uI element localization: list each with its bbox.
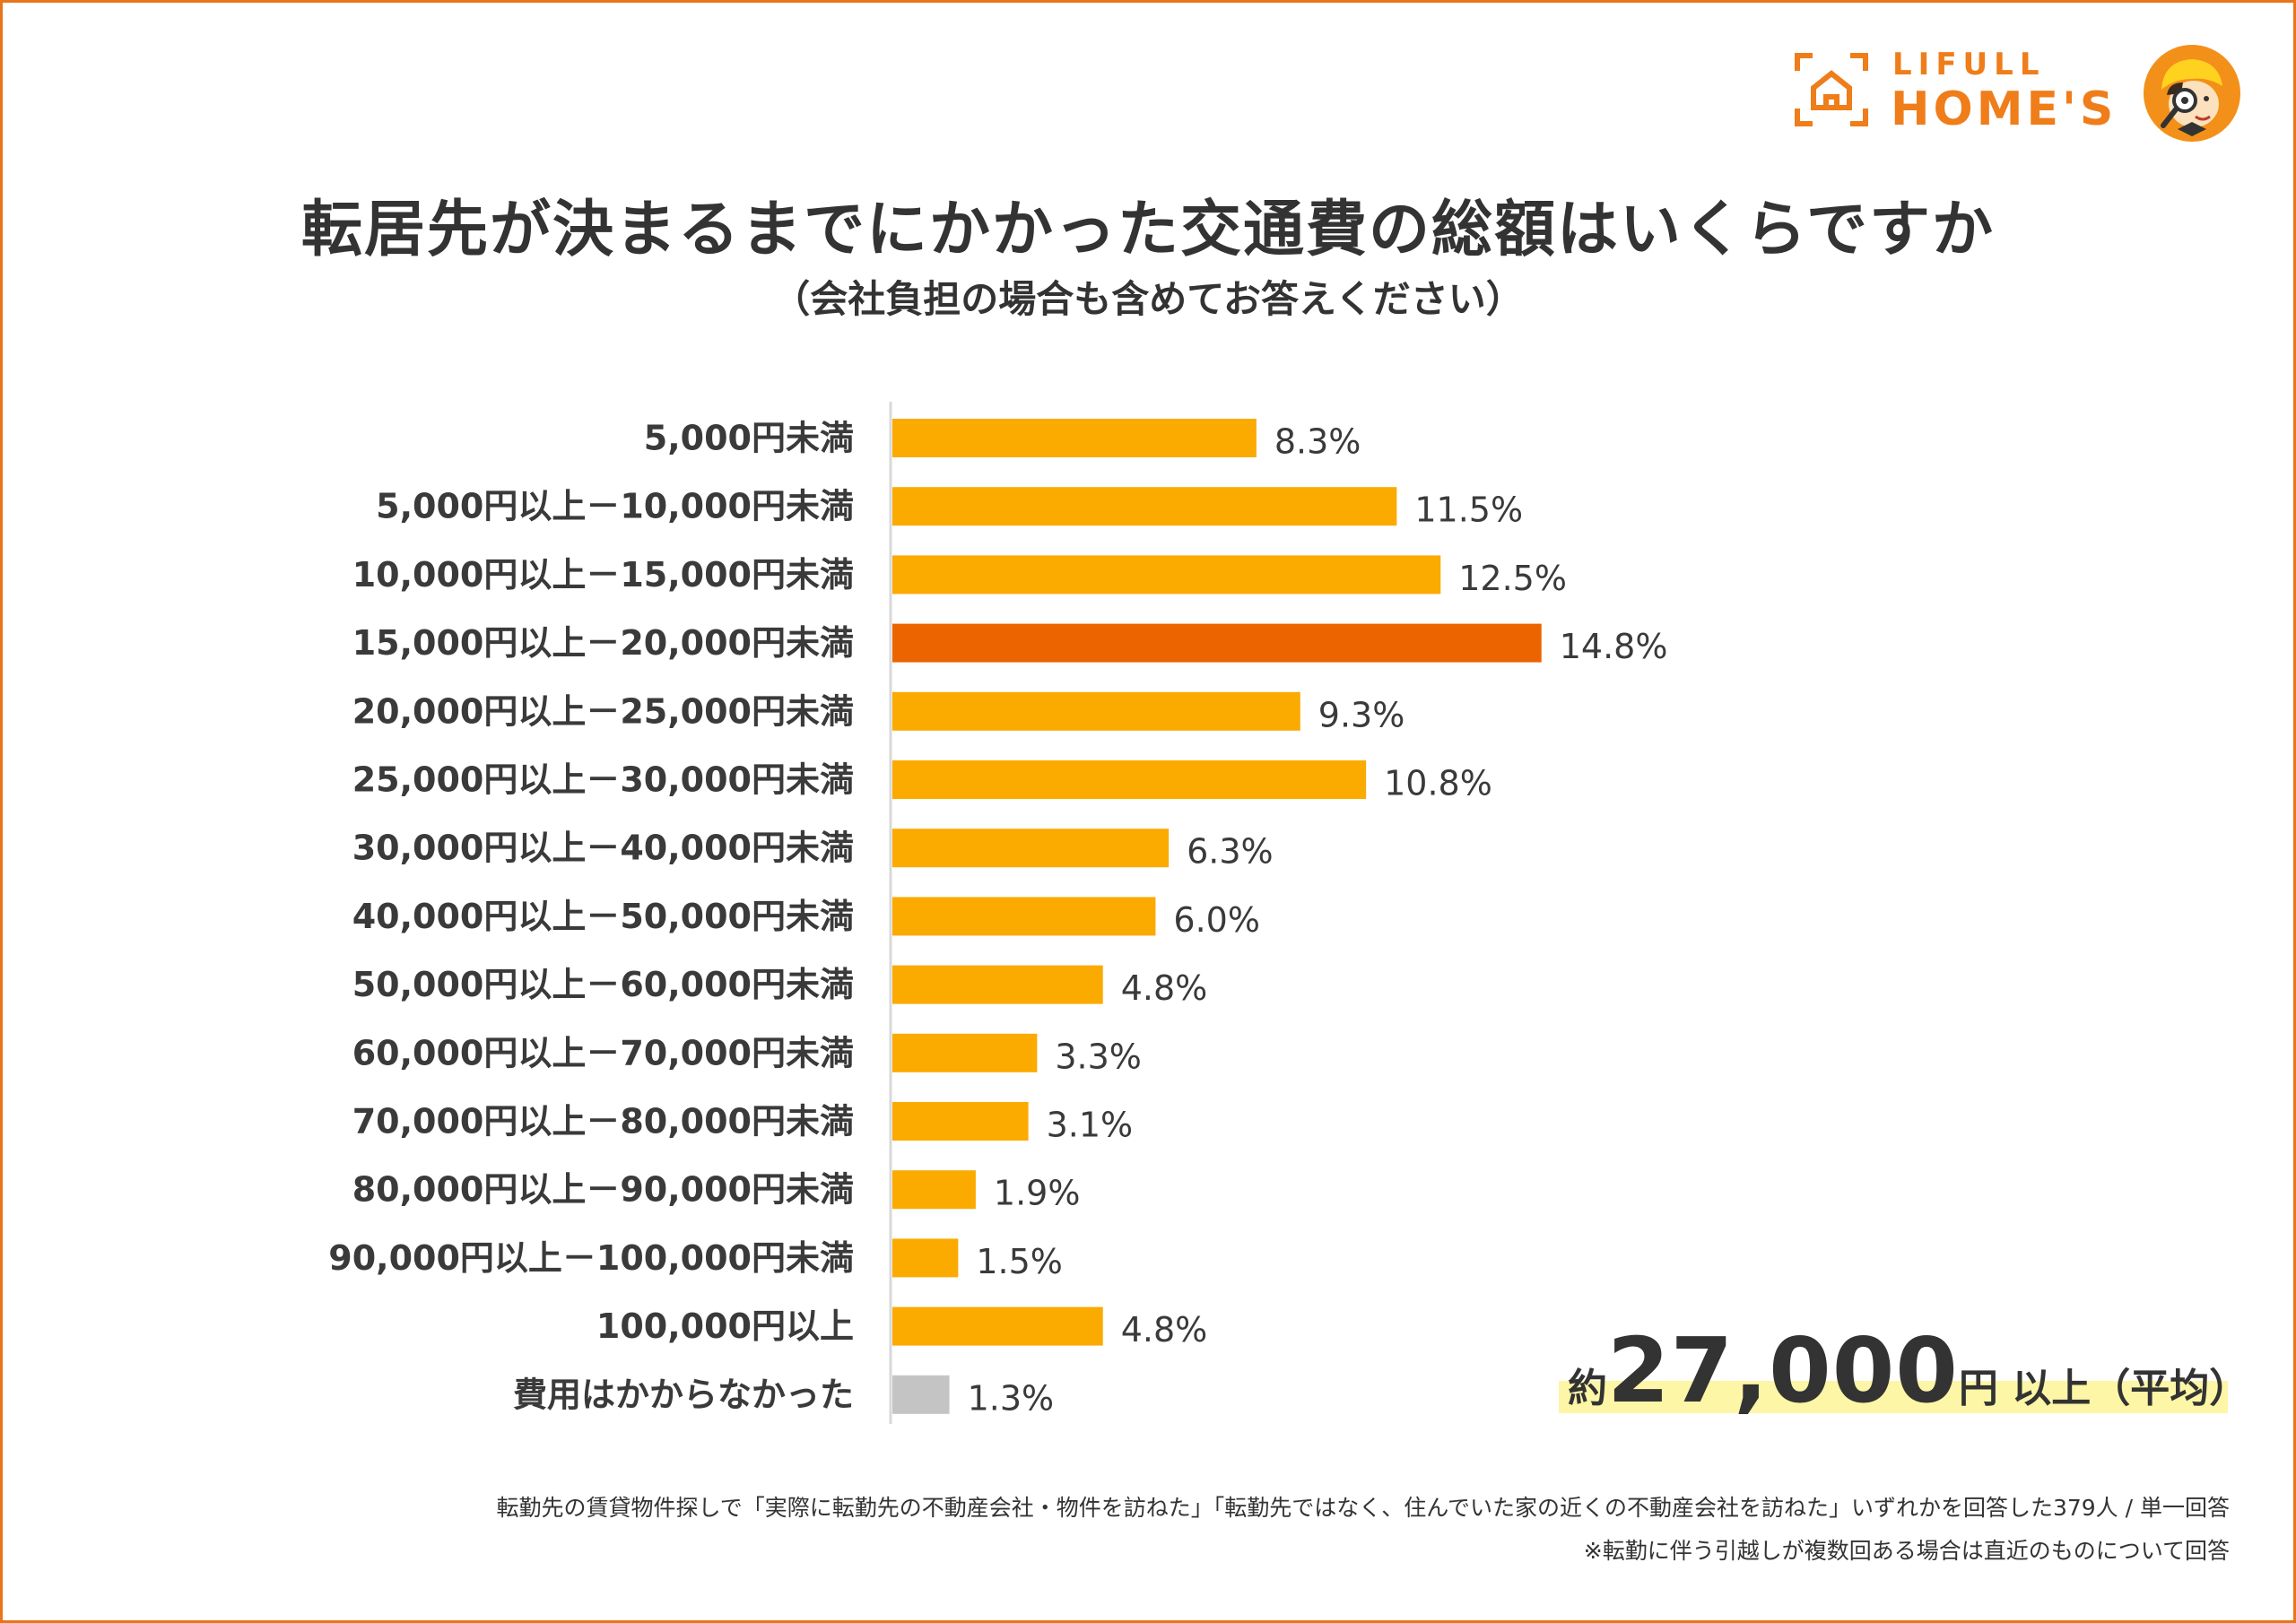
bar	[892, 1033, 1038, 1072]
value-label: 1.3%	[968, 1378, 1055, 1418]
brand-main-text: HOME'S	[1891, 82, 2118, 136]
value-label: 8.3%	[1274, 422, 1361, 462]
category-label: 25,000円以上－30,000円未満	[352, 760, 854, 800]
bar	[892, 555, 1441, 595]
bar	[892, 829, 1170, 868]
bar	[892, 1306, 1103, 1346]
value-label: 3.3%	[1055, 1037, 1142, 1076]
value-label: 6.0%	[1173, 900, 1260, 940]
category-label: 90,000円以上－100,000円未満	[328, 1238, 854, 1278]
bar	[892, 965, 1103, 1004]
value-label: 4.8%	[1121, 1310, 1208, 1350]
category-label: 5,000円未満	[644, 419, 854, 458]
bar	[892, 1238, 959, 1278]
brand-top-text: LIFULL	[1892, 47, 2046, 82]
bar	[892, 691, 1300, 731]
category-label: 15,000円以上－20,000円未満	[352, 623, 854, 663]
chart-subtitle: （会社負担の場合も含めてお答えください）	[772, 277, 1524, 321]
bar	[892, 897, 1156, 936]
category-label: 費用はかからなかった	[513, 1375, 854, 1414]
category-label: 10,000円以上－15,000円未満	[352, 555, 854, 595]
value-label: 6.3%	[1187, 832, 1274, 872]
average-callout: 約27,000円 以上（平均）	[1559, 1318, 2248, 1423]
category-label: 20,000円以上－25,000円未満	[352, 691, 854, 731]
bar	[892, 419, 1257, 457]
value-label: 12.5%	[1458, 559, 1567, 598]
average-number: 27,000	[1607, 1318, 1959, 1423]
value-label: 14.8%	[1560, 627, 1668, 666]
footnote-note: ※転勤に伴う引越しが複数回ある場合は直近のものについて回答	[1583, 1538, 2230, 1564]
bar	[892, 1375, 950, 1414]
lifull-homes-logo: LIFULL HOME'S	[1794, 38, 2260, 154]
value-label: 1.9%	[994, 1174, 1081, 1213]
bar	[892, 623, 1542, 663]
mascot-character-icon	[2144, 45, 2240, 142]
house-frame-icon	[1795, 53, 1868, 126]
average-prefix: 約	[1568, 1366, 1607, 1411]
bar	[892, 1102, 1029, 1141]
category-label: 40,000円以上－50,000円未満	[352, 897, 854, 936]
category-label: 100,000円以上	[596, 1306, 854, 1346]
average-highlight	[1559, 1381, 2228, 1413]
category-label: 60,000円以上－70,000円未満	[352, 1033, 854, 1072]
category-label: 30,000円以上－40,000円未満	[352, 829, 854, 868]
value-label: 10.8%	[1384, 764, 1492, 803]
category-label: 50,000円以上－60,000円未満	[352, 965, 854, 1004]
category-label: 80,000円以上－90,000円未満	[352, 1170, 854, 1210]
value-label: 3.1%	[1047, 1106, 1134, 1145]
value-label: 4.8%	[1121, 968, 1208, 1008]
bar	[892, 1170, 976, 1210]
footnote-respondents: 転勤先の賃貸物件探しで「実際に転勤先の不動産会社・物件を訪ねた」「転勤先ではなく…	[496, 1495, 2230, 1521]
average-suffix: 円 以上（平均）	[1958, 1366, 2249, 1411]
value-label: 1.5%	[976, 1242, 1063, 1281]
chart-title: 転居先が決まるまでにかかった交通費の総額はいくらですか	[301, 195, 1995, 265]
category-label: 5,000円以上－10,000円未満	[376, 487, 854, 526]
category-label: 70,000円以上－80,000円未満	[352, 1102, 854, 1141]
value-label: 11.5%	[1414, 490, 1523, 530]
average-text: 約27,000円 以上（平均）	[1568, 1318, 2248, 1423]
bars-group: 5,000円未満 8.3% 5,000円以上－10,000円未満 11.5% 10,00…	[328, 419, 1667, 1419]
bar	[892, 760, 1367, 799]
value-label: 9.3%	[1318, 695, 1405, 734]
bar	[892, 487, 1397, 526]
